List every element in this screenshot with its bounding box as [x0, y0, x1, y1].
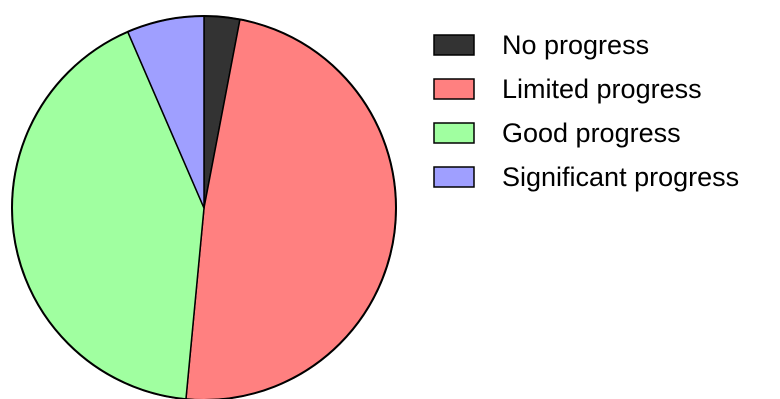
pie-slices [11, 15, 397, 399]
legend-label-good-progress: Good progress [502, 118, 681, 148]
legend-swatch-significant-progress [433, 166, 475, 188]
legend-swatch-limited-progress [433, 78, 475, 100]
legend-label-limited-progress: Limited progress [502, 74, 702, 104]
pie-outline [11, 15, 397, 399]
legend-swatch-good-progress [433, 122, 475, 144]
chart-legend: No progress Limited progress Good progress… [433, 30, 739, 192]
legend-swatch-no-progress [433, 34, 475, 56]
legend-label-no-progress: No progress [502, 30, 649, 60]
legend-label-significant-progress: Significant progress [502, 162, 739, 192]
